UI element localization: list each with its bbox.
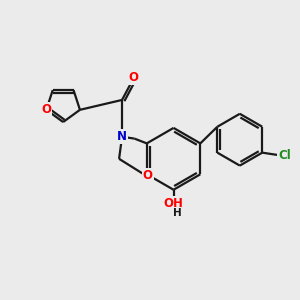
Text: O: O: [143, 169, 153, 182]
Text: H: H: [173, 208, 182, 218]
Text: OH: OH: [164, 197, 184, 210]
Text: O: O: [41, 103, 51, 116]
Text: N: N: [117, 130, 127, 143]
Text: Cl: Cl: [278, 148, 291, 161]
Text: O: O: [129, 71, 139, 84]
